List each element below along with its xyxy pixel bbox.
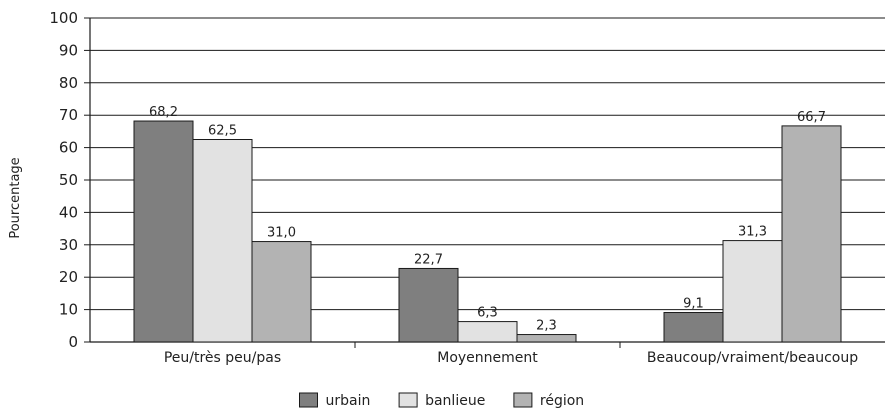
data-label: 66,7 bbox=[797, 110, 826, 125]
y-tick-label: 80 bbox=[59, 74, 78, 92]
data-label: 31,0 bbox=[267, 226, 296, 241]
y-tick-label: 60 bbox=[59, 139, 78, 157]
legend-label: urbain bbox=[326, 393, 371, 409]
data-label: 62,5 bbox=[208, 124, 237, 139]
y-axis-title: Pourcentage bbox=[8, 157, 23, 238]
legend-label: banlieue bbox=[425, 393, 485, 409]
data-label: 2,3 bbox=[536, 319, 557, 334]
bars bbox=[133, 120, 842, 343]
y-tick-label: 40 bbox=[59, 203, 78, 221]
y-tick-label: 90 bbox=[59, 41, 78, 59]
data-labels: 68,2 62,5 31,0 22,7 6,3 2,3 9,1 31,3 66,7 bbox=[149, 105, 826, 334]
data-label: 22,7 bbox=[414, 252, 443, 267]
y-tick-label: 70 bbox=[59, 106, 78, 124]
legend-item-région: région bbox=[513, 392, 584, 409]
y-tick-label: 50 bbox=[59, 171, 78, 189]
y-tick-label: 20 bbox=[59, 268, 78, 286]
bar-urbain bbox=[398, 267, 459, 343]
x-category-label: Peu/très peu/pas bbox=[164, 350, 281, 366]
legend-label: région bbox=[540, 393, 584, 409]
axes: 0 10 20 30 40 50 60 70 80 90 100 Peu/très peu/pas Mo… bbox=[49, 9, 885, 366]
y-tick-label: 10 bbox=[59, 301, 78, 319]
bar-urbain bbox=[663, 312, 724, 343]
y-tick-label: 0 bbox=[68, 333, 78, 351]
bar-banlieue bbox=[722, 240, 783, 343]
data-label: 68,2 bbox=[149, 105, 178, 120]
bar-urbain bbox=[133, 120, 194, 343]
legend-swatch bbox=[513, 392, 533, 408]
bar-banlieue bbox=[192, 139, 253, 343]
bar-région bbox=[781, 125, 842, 343]
data-label: 6,3 bbox=[477, 306, 498, 321]
legend-swatch bbox=[299, 392, 318, 408]
data-label: 31,3 bbox=[738, 225, 767, 240]
legend: urbain banlieue région bbox=[299, 392, 584, 409]
bar-banlieue bbox=[457, 321, 518, 343]
x-category-label: Beaucoup/vraiment/beaucoup bbox=[647, 350, 858, 366]
bar-région bbox=[251, 241, 312, 343]
y-tick-label: 100 bbox=[49, 9, 78, 27]
legend-swatch bbox=[398, 392, 418, 408]
y-tick-label: 30 bbox=[59, 236, 78, 254]
legend-item-urbain: urbain bbox=[299, 392, 371, 409]
legend-item-banlieue: banlieue bbox=[398, 392, 485, 409]
data-label: 9,1 bbox=[683, 297, 704, 312]
bar-région bbox=[516, 334, 577, 343]
x-category-label: Moyennement bbox=[437, 350, 538, 366]
